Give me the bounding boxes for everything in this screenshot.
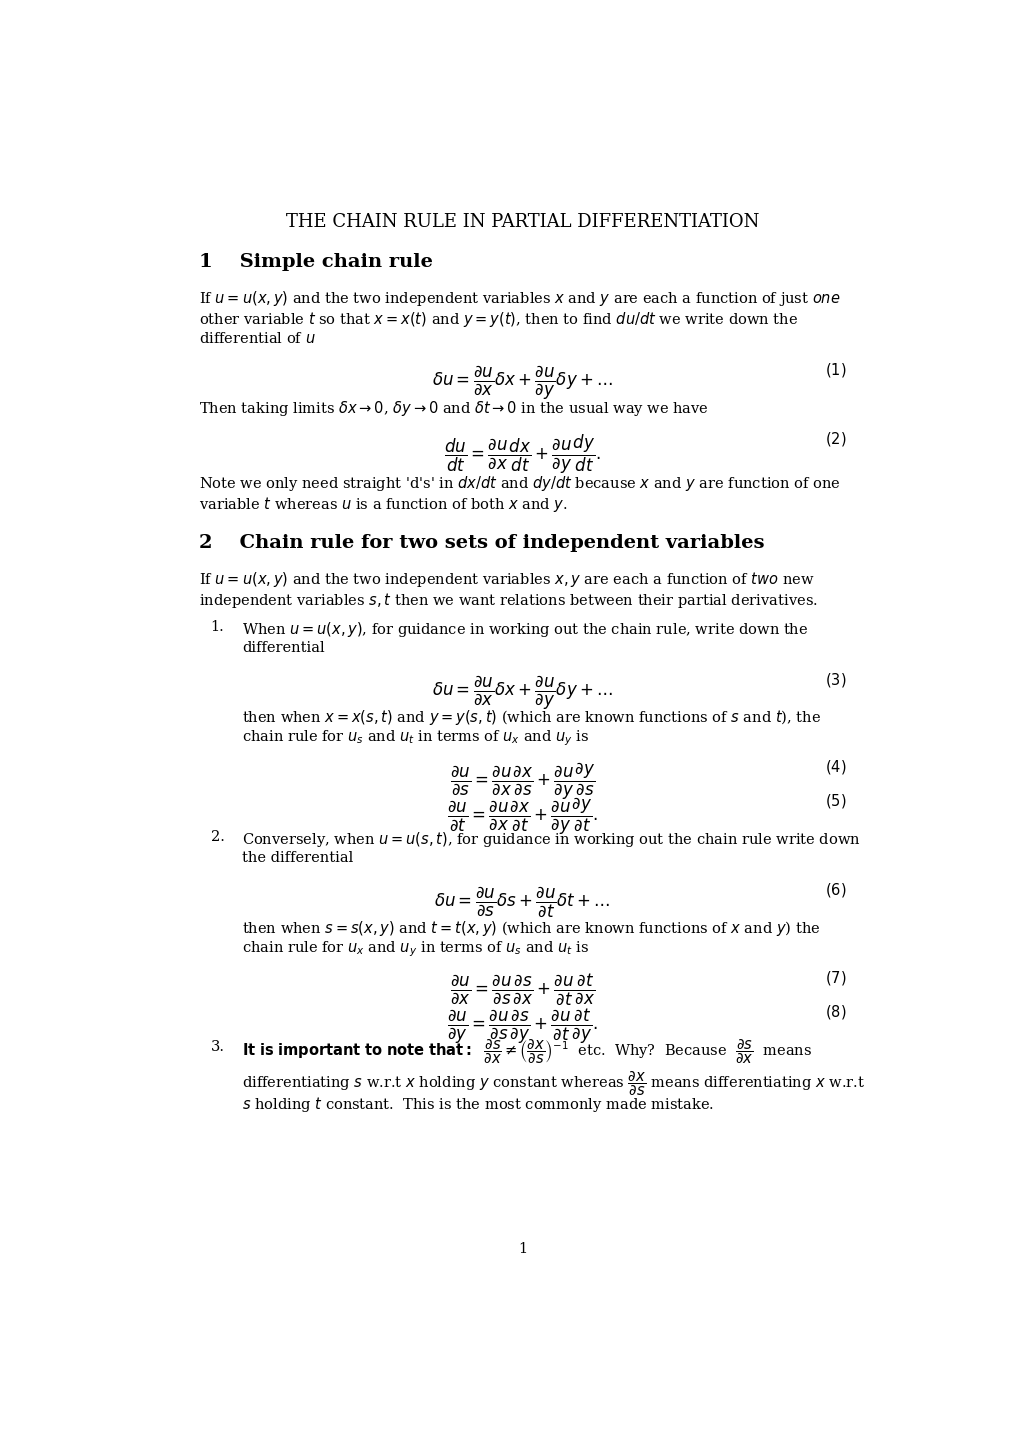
Text: $(4)$: $(4)$ bbox=[824, 758, 846, 775]
Text: $(8)$: $(8)$ bbox=[824, 1003, 846, 1022]
Text: 1.: 1. bbox=[210, 620, 224, 633]
Text: then when $x = x(s,t)$ and $y = y(s,t)$ (which are known functions of $s$ and $t: then when $x = x(s,t)$ and $y = y(s,t)$ … bbox=[242, 707, 820, 727]
Text: When $u = u(x,y)$, for guidance in working out the chain rule, write down the: When $u = u(x,y)$, for guidance in worki… bbox=[242, 620, 808, 639]
Text: other variable $t$ so that $x = x(t)$ and $y = y(t)$, then to find $du/dt$ we wr: other variable $t$ so that $x = x(t)$ an… bbox=[199, 310, 797, 329]
Text: 2.: 2. bbox=[210, 830, 224, 844]
Text: $(3)$: $(3)$ bbox=[824, 671, 846, 688]
Text: $(7)$: $(7)$ bbox=[824, 968, 846, 987]
Text: the differential: the differential bbox=[242, 851, 353, 864]
Text: $\dfrac{\partial u}{\partial s} = \dfrac{\partial u}{\partial x}\dfrac{\partial : $\dfrac{\partial u}{\partial s} = \dfrac… bbox=[449, 760, 595, 802]
Text: $\dfrac{\partial u}{\partial t} = \dfrac{\partial u}{\partial x}\dfrac{\partial : $\dfrac{\partial u}{\partial t} = \dfrac… bbox=[446, 795, 598, 837]
Text: Conversely, when $u = u(s,t)$, for guidance in working out the chain rule write : Conversely, when $u = u(s,t)$, for guida… bbox=[242, 830, 860, 848]
Text: differential: differential bbox=[242, 641, 324, 655]
Text: $\dfrac{du}{dt} = \dfrac{\partial u}{\partial x}\dfrac{dx}{dt} + \dfrac{\partial: $\dfrac{du}{dt} = \dfrac{\partial u}{\pa… bbox=[444, 433, 600, 476]
Text: 3.: 3. bbox=[210, 1040, 224, 1053]
Text: then when $s = s(x,y)$ and $t = t(x,y)$ (which are known functions of $x$ and $y: then when $s = s(x,y)$ and $t = t(x,y)$ … bbox=[242, 919, 819, 938]
Text: $\delta u = \dfrac{\partial u}{\partial x}\delta x + \dfrac{\partial u}{\partial: $\delta u = \dfrac{\partial u}{\partial … bbox=[432, 364, 612, 403]
Text: $(5)$: $(5)$ bbox=[824, 792, 846, 810]
Text: 1    Simple chain rule: 1 Simple chain rule bbox=[199, 253, 432, 271]
Text: chain rule for $u_s$ and $u_t$ in terms of $u_x$ and $u_y$ is: chain rule for $u_s$ and $u_t$ in terms … bbox=[242, 729, 589, 749]
Text: chain rule for $u_x$ and $u_y$ in terms of $u_s$ and $u_t$ is: chain rule for $u_x$ and $u_y$ in terms … bbox=[242, 939, 589, 960]
Text: Note we only need straight 'd's' in $dx/dt$ and $dy/dt$ because $x$ and $y$ are : Note we only need straight 'd's' in $dx/… bbox=[199, 475, 840, 494]
Text: independent variables $s,t$ then we want relations between their partial derivat: independent variables $s,t$ then we want… bbox=[199, 592, 816, 610]
Text: variable $t$ whereas $u$ is a function of both $x$ and $y$.: variable $t$ whereas $u$ is a function o… bbox=[199, 495, 567, 514]
Text: $\dfrac{\partial u}{\partial x} = \dfrac{\partial u}{\partial s}\dfrac{\partial : $\dfrac{\partial u}{\partial x} = \dfrac… bbox=[449, 973, 595, 1007]
Text: THE CHAIN RULE IN PARTIAL DIFFERENTIATION: THE CHAIN RULE IN PARTIAL DIFFERENTIATIO… bbox=[285, 214, 759, 231]
Text: differential of $u$: differential of $u$ bbox=[199, 330, 315, 346]
Text: 2    Chain rule for two sets of independent variables: 2 Chain rule for two sets of independent… bbox=[199, 534, 763, 553]
Text: $\dfrac{\partial u}{\partial y} = \dfrac{\partial u}{\partial s}\dfrac{\partial : $\dfrac{\partial u}{\partial y} = \dfrac… bbox=[446, 1007, 598, 1046]
Text: 1: 1 bbox=[518, 1242, 527, 1255]
Text: If $u = u(x,y)$ and the two independent variables $x,y$ are each a function of $: If $u = u(x,y)$ and the two independent … bbox=[199, 570, 813, 589]
Text: $\delta u = \dfrac{\partial u}{\partial x}\delta x + \dfrac{\partial u}{\partial: $\delta u = \dfrac{\partial u}{\partial … bbox=[432, 674, 612, 713]
Text: $s$ holding $t$ constant.  This is the most commonly made mistake.: $s$ holding $t$ constant. This is the mo… bbox=[242, 1095, 713, 1114]
Text: Then taking limits $\delta x \to 0$, $\delta y \to 0$ and $\delta t \to 0$ in th: Then taking limits $\delta x \to 0$, $\d… bbox=[199, 398, 708, 417]
Text: $(6)$: $(6)$ bbox=[824, 880, 846, 899]
Text: $(1)$: $(1)$ bbox=[824, 361, 846, 380]
Text: differentiating $s$ w.r.t $x$ holding $y$ constant whereas $\dfrac{\partial x}{\: differentiating $s$ w.r.t $x$ holding $y… bbox=[242, 1069, 864, 1098]
Text: $\mathbf{It\ is\ important\ to\ note\ that{:}}$  $\dfrac{\partial s}{\partial x}: $\mathbf{It\ is\ important\ to\ note\ th… bbox=[242, 1038, 811, 1066]
Text: $(2)$: $(2)$ bbox=[824, 430, 846, 447]
Text: If $u = u(x,y)$ and the two independent variables $x$ and $y$ are each a functio: If $u = u(x,y)$ and the two independent … bbox=[199, 289, 840, 307]
Text: $\delta u = \dfrac{\partial u}{\partial s}\delta s + \dfrac{\partial u}{\partial: $\delta u = \dfrac{\partial u}{\partial … bbox=[434, 885, 610, 919]
